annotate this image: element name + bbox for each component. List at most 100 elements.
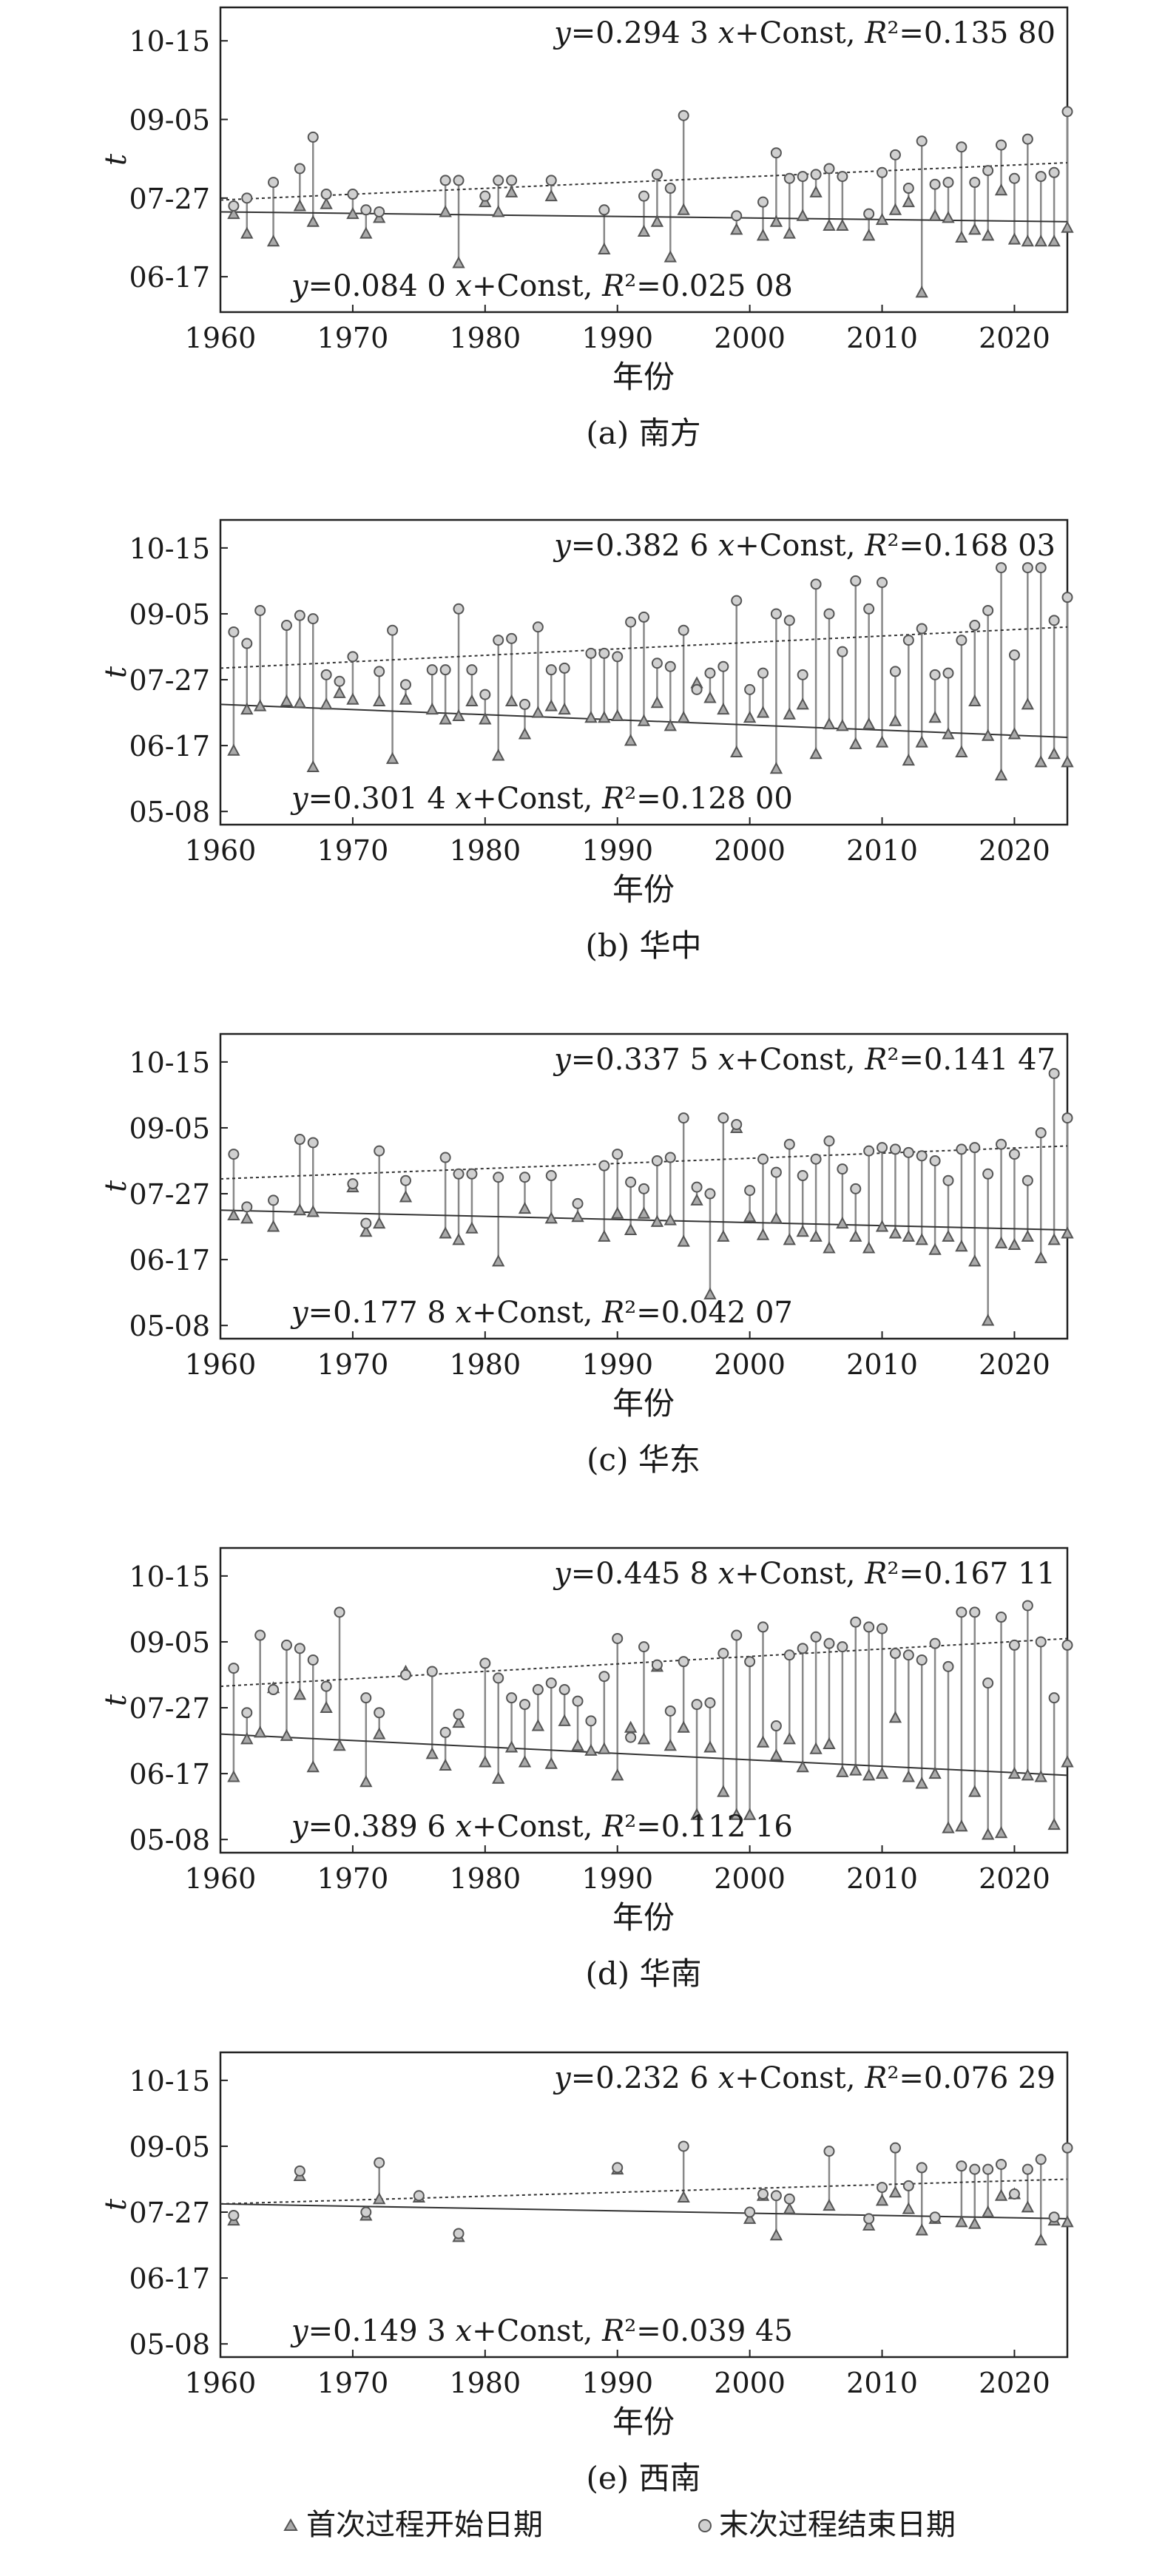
end-date-point	[691, 683, 703, 695]
end-date-point	[347, 189, 359, 200]
start-date-point	[994, 2188, 1008, 2201]
end-date-point	[545, 175, 557, 186]
end-date-point	[1061, 1112, 1073, 1124]
start-date-point	[690, 1193, 703, 1206]
end-date-point	[294, 2165, 305, 2177]
end-date-point	[678, 2140, 689, 2152]
start-date-point	[981, 2205, 995, 2218]
start-date-point	[492, 748, 505, 761]
y-tick-label: 05-08	[129, 1310, 210, 1342]
start-date-point	[769, 1748, 783, 1761]
start-date-point	[452, 709, 465, 722]
start-date-point	[849, 1763, 862, 1776]
end-date-point	[399, 1669, 411, 1680]
x-tick-label: 1990	[581, 1348, 653, 1381]
end-date-point	[823, 2146, 835, 2157]
start-date-point	[888, 1711, 902, 1723]
end-date-point	[1008, 1149, 1020, 1160]
start-date-point	[717, 1229, 730, 1242]
end-date-point	[770, 608, 782, 620]
end-date-point	[704, 1697, 716, 1708]
start-date-point	[955, 2215, 968, 2228]
start-date-point	[809, 185, 823, 197]
start-date-point	[479, 1755, 492, 1768]
x-tick-label: 2000	[714, 2367, 786, 2399]
x-tick-label: 2000	[714, 322, 786, 354]
end-date-point	[902, 2180, 914, 2191]
end-date-point	[598, 1671, 610, 1683]
end-date-point	[1048, 615, 1060, 626]
end-date-point	[783, 172, 795, 184]
start-date-point	[240, 702, 254, 715]
end-date-point	[268, 1684, 280, 1696]
start-date-point	[928, 209, 942, 221]
start-date-point	[994, 1826, 1008, 1839]
start-date-point	[915, 1777, 928, 1789]
end-date-point	[254, 604, 266, 616]
start-date-point	[373, 1216, 386, 1229]
end-date-point	[982, 604, 994, 616]
end-trend-line	[220, 2178, 1068, 2205]
y-tick-label: 07-27	[129, 183, 210, 215]
y-tick-label: 09-05	[129, 1626, 210, 1659]
end-date-point	[1035, 562, 1047, 574]
start-date-point	[320, 697, 333, 710]
start-date-point	[1047, 747, 1061, 760]
end-date-point	[823, 1135, 835, 1147]
end-date-point	[479, 689, 491, 700]
start-date-point	[796, 1760, 809, 1773]
end-date-point	[347, 651, 359, 663]
start-date-point	[743, 1210, 757, 1223]
start-date-point	[663, 1739, 677, 1751]
start-date-point	[611, 1768, 624, 1781]
end-date-point	[466, 1168, 478, 1180]
end-date-point	[982, 165, 994, 177]
end-date-point	[241, 192, 253, 204]
start-date-point	[1061, 2215, 1074, 2228]
x-tick-label: 1980	[449, 2367, 521, 2399]
start-date-point	[796, 1225, 809, 1237]
start-date-point	[399, 1190, 413, 1203]
start-date-point	[479, 712, 492, 725]
start-date-point	[915, 1233, 928, 1245]
start-date-point	[1034, 1251, 1047, 1263]
end-date-point	[439, 1726, 451, 1738]
end-date-point	[347, 1178, 359, 1190]
start-date-point	[862, 1241, 876, 1254]
start-date-point	[439, 712, 452, 725]
legend: 首次过程开始日期 末次过程结束日期	[283, 2508, 956, 2542]
end-date-point	[1022, 2163, 1033, 2175]
end-date-point	[731, 210, 743, 222]
start-date-point	[743, 2211, 757, 2224]
end-date-point	[651, 1155, 663, 1166]
end-date-point	[280, 1639, 292, 1651]
end-date-point	[399, 1174, 411, 1186]
end-date-point	[572, 1197, 584, 1209]
end-date-point	[280, 620, 292, 632]
end-date-point	[823, 163, 835, 175]
start-date-point	[1061, 1226, 1074, 1239]
end-date-point	[453, 603, 465, 615]
end-date-point	[453, 175, 465, 186]
end-date-point	[863, 603, 875, 615]
y-axis-label: t	[99, 153, 133, 166]
y-tick-label: 06-17	[129, 261, 210, 294]
start-date-point	[1007, 232, 1022, 245]
end-date-point	[982, 2163, 994, 2175]
y-tick-label: 05-08	[129, 1824, 210, 1856]
end-date-point	[558, 662, 570, 674]
x-tick-label: 2000	[714, 834, 786, 867]
start-date-point	[439, 1758, 452, 1771]
end-date-point	[969, 177, 981, 189]
start-date-point	[875, 1766, 889, 1779]
end-date-point	[307, 613, 319, 625]
start-date-point	[1061, 755, 1074, 768]
start-date-point	[783, 2202, 796, 2214]
end-date-point	[1022, 133, 1033, 145]
end-date-point	[1035, 2154, 1047, 2166]
y-tick-label: 07-27	[129, 1178, 210, 1211]
start-date-point	[544, 1757, 558, 1769]
end-date-point	[612, 651, 624, 663]
end-date-point	[320, 669, 332, 680]
